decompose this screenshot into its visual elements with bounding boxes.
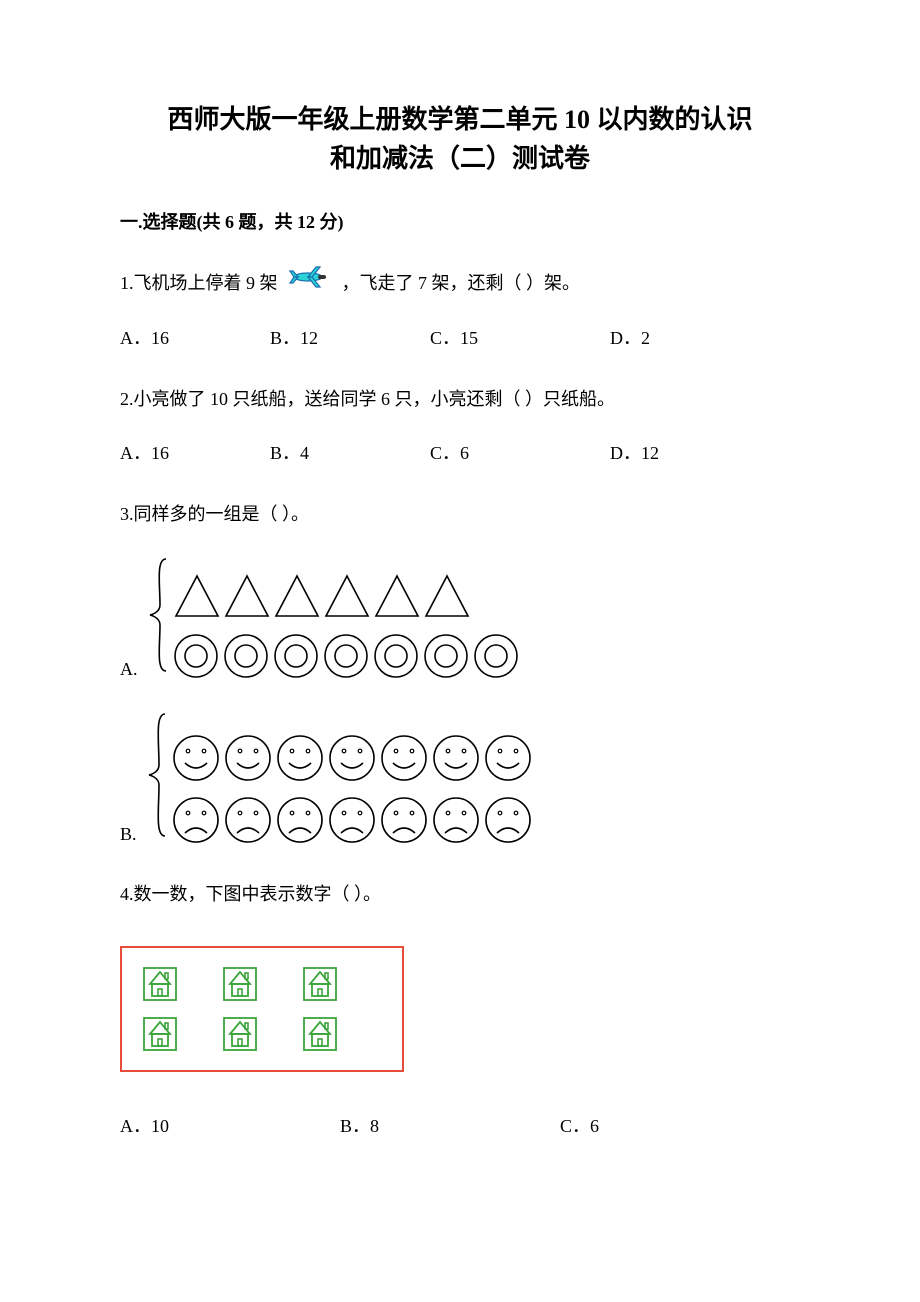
q1-option-d: D．2 [610, 324, 650, 350]
triangle-icon [372, 572, 422, 620]
frown-face-icon [171, 795, 221, 845]
circles-row [172, 632, 520, 680]
smile-face-icon [327, 733, 377, 783]
house-icon [142, 962, 222, 1006]
q4-option-c: C．6 [560, 1112, 599, 1138]
donut-circle-icon [422, 632, 470, 680]
q2-option-d: D．12 [610, 439, 659, 465]
q4-option-b: B．8 [340, 1112, 560, 1138]
donut-circle-icon [322, 632, 370, 680]
donut-circle-icon [222, 632, 270, 680]
houses-grid [142, 962, 382, 1056]
donut-circle-icon [172, 632, 220, 680]
frown-face-icon [431, 795, 481, 845]
section-header: 一.选择题(共 6 题，共 12 分) [120, 208, 800, 234]
q4-options: A．10 B．8 C．6 [120, 1112, 800, 1138]
triangle-icon [272, 572, 322, 620]
triangle-icon [222, 572, 272, 620]
donut-circle-icon [472, 632, 520, 680]
triangles-row [172, 572, 520, 620]
title-line-2: 和加减法（二）测试卷 [120, 139, 800, 178]
question-3: 3.同样多的一组是（ ）。 [120, 495, 800, 535]
frowns-row [171, 795, 533, 845]
airplane-icon [288, 264, 332, 304]
smiles-row [171, 733, 533, 783]
q2-option-c: C．6 [430, 439, 610, 465]
question-2: 2.小亮做了 10 只纸船，送给同学 6 只，小亮还剩（ ）只纸船。 [120, 380, 800, 420]
q3-group-a-label: A. [120, 659, 138, 680]
frown-face-icon [223, 795, 273, 845]
q3-text: 3.同样多的一组是（ ）。 [120, 504, 309, 524]
left-brace-icon [145, 710, 171, 845]
q3-group-b-label: B. [120, 824, 137, 845]
q1-options: A．16 B．12 C．15 D．2 [120, 324, 800, 350]
q2-option-a: A．16 [120, 439, 270, 465]
q1-option-a: A．16 [120, 324, 270, 350]
left-brace-icon [146, 555, 172, 680]
q1-suffix: ，飞走了 7 架，还剩（ ）架。 [342, 264, 581, 304]
frown-face-icon [275, 795, 325, 845]
triangle-icon [322, 572, 372, 620]
frown-face-icon [379, 795, 429, 845]
smile-face-icon [431, 733, 481, 783]
title-line-1: 西师大版一年级上册数学第二单元 10 以内数的认识 [120, 100, 800, 139]
smile-face-icon [171, 733, 221, 783]
question-1: 1.飞机场上停着 9 架 ，飞走了 7 架，还剩（ ）架。 [120, 264, 800, 304]
triangle-icon [172, 572, 222, 620]
q1-prefix: 1.飞机场上停着 9 架 [120, 264, 278, 304]
house-icon [302, 1012, 382, 1056]
q1-option-b: B．12 [270, 324, 430, 350]
smile-face-icon [275, 733, 325, 783]
q1-option-c: C．15 [430, 324, 610, 350]
donut-circle-icon [272, 632, 320, 680]
q2-text: 2.小亮做了 10 只纸船，送给同学 6 只，小亮还剩（ ）只纸船。 [120, 389, 615, 409]
house-icon [142, 1012, 222, 1056]
frown-face-icon [327, 795, 377, 845]
smile-face-icon [483, 733, 533, 783]
house-icon [222, 1012, 302, 1056]
question-4: 4.数一数，下图中表示数字（ ）。 [120, 875, 800, 915]
q2-options: A．16 B．4 C．6 D．12 [120, 439, 800, 465]
donut-circle-icon [372, 632, 420, 680]
smile-face-icon [223, 733, 273, 783]
smile-face-icon [379, 733, 429, 783]
q3-group-b: B. [120, 710, 800, 845]
q4-option-a: A．10 [120, 1112, 340, 1138]
q3-group-a: A. [120, 555, 800, 680]
q2-option-b: B．4 [270, 439, 430, 465]
q4-text: 4.数一数，下图中表示数字（ ）。 [120, 884, 381, 904]
house-icon [222, 962, 302, 1006]
page-title: 西师大版一年级上册数学第二单元 10 以内数的认识 和加减法（二）测试卷 [120, 100, 800, 178]
frown-face-icon [483, 795, 533, 845]
house-icon [302, 962, 382, 1006]
triangle-icon [422, 572, 472, 620]
houses-box [120, 946, 404, 1072]
